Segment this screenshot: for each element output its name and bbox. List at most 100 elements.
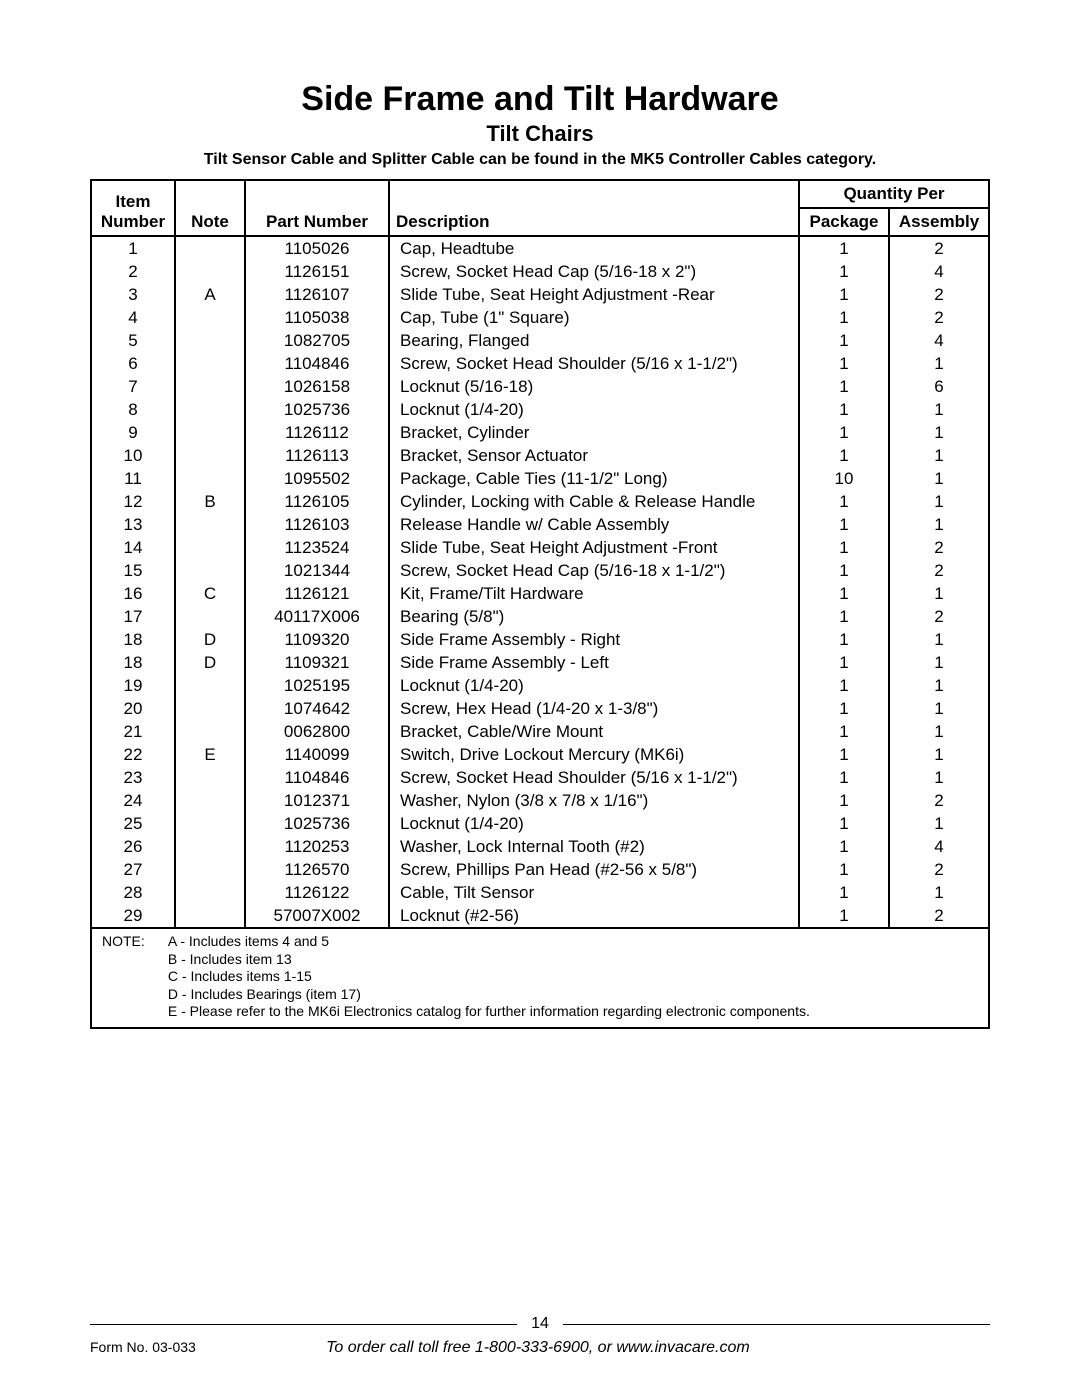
cell-col-note [175, 812, 245, 835]
cell-col-asm: 2 [889, 904, 989, 928]
cell-col-item: 26 [91, 835, 175, 858]
cell-col-asm: 2 [889, 789, 989, 812]
note-line: B - Includes item 13 [168, 951, 810, 969]
col-item-top: Item [98, 192, 168, 212]
table-row: 26 1120253Washer, Lock Internal Tooth (#2… [91, 835, 989, 858]
cell-col-note [175, 674, 245, 697]
cell-col-part: 1126121 [245, 582, 389, 605]
page-subtitle: Tilt Chairs [90, 121, 990, 147]
cell-col-part: 1026158 [245, 375, 389, 398]
cell-col-asm: 1 [889, 490, 989, 513]
cell-col-desc: Screw, Phillips Pan Head (#2-56 x 5/8") [389, 858, 799, 881]
cell-col-item: 18 [91, 628, 175, 651]
cell-col-note: C [175, 582, 245, 605]
cell-col-desc: Side Frame Assembly - Right [389, 628, 799, 651]
table-row: 271126570Screw, Phillips Pan Head (#2-56… [91, 858, 989, 881]
cell-col-desc: Bracket, Cylinder [389, 421, 799, 444]
cell-col-pkg: 1 [799, 605, 889, 628]
cell-col-part: 1140099 [245, 743, 389, 766]
cell-col-part: 1025736 [245, 398, 389, 421]
cell-col-note [175, 236, 245, 260]
cell-col-pkg: 1 [799, 444, 889, 467]
cell-col-asm: 1 [889, 398, 989, 421]
cell-col-item: 17 [91, 605, 175, 628]
cell-col-item: 4 [91, 306, 175, 329]
cell-col-item: 22 [91, 743, 175, 766]
cell-col-asm: 1 [889, 720, 989, 743]
cell-col-item: 7 [91, 375, 175, 398]
cell-col-desc: Switch, Drive Lockout Mercury (MK6i) [389, 743, 799, 766]
cell-col-note [175, 352, 245, 375]
cell-col-item: 16 [91, 582, 175, 605]
table-row: 251025736Locknut (1/4-20)11 [91, 812, 989, 835]
cell-col-part: 1126151 [245, 260, 389, 283]
cell-col-asm: 2 [889, 283, 989, 306]
cell-col-note [175, 904, 245, 928]
cell-col-part: 40117X006 [245, 605, 389, 628]
cell-col-part: 0062800 [245, 720, 389, 743]
cell-col-asm: 1 [889, 582, 989, 605]
cell-col-desc: Release Handle w/ Cable Assembly [389, 513, 799, 536]
table-row: 111095502Package, Cable Ties (11-1/2" Lo… [91, 467, 989, 490]
cell-col-desc: Package, Cable Ties (11-1/2" Long) [389, 467, 799, 490]
table-notes-row: NOTE: A - Includes items 4 and 5B - Incl… [91, 928, 989, 1028]
cell-col-desc: Locknut (5/16-18) [389, 375, 799, 398]
cell-col-asm: 1 [889, 881, 989, 904]
table-row: 81025736Locknut (1/4-20)11 [91, 398, 989, 421]
cell-col-part: 1126107 [245, 283, 389, 306]
cell-col-pkg: 1 [799, 375, 889, 398]
page-number: 14 [517, 1315, 563, 1333]
cell-col-note [175, 789, 245, 812]
cell-col-pkg: 1 [799, 628, 889, 651]
cell-col-note [175, 720, 245, 743]
cell-col-desc: Slide Tube, Seat Height Adjustment -Fron… [389, 536, 799, 559]
cell-col-part: 1120253 [245, 835, 389, 858]
cell-col-desc: Cap, Headtube [389, 236, 799, 260]
cell-col-note [175, 398, 245, 421]
table-row: 22E1140099Switch, Drive Lockout Mercury … [91, 743, 989, 766]
cell-col-part: 1109321 [245, 651, 389, 674]
cell-col-part: 1105026 [245, 236, 389, 260]
cell-col-asm: 1 [889, 674, 989, 697]
col-note: Note [175, 180, 245, 236]
cell-col-pkg: 1 [799, 720, 889, 743]
cell-col-part: 1082705 [245, 329, 389, 352]
cell-col-asm: 2 [889, 236, 989, 260]
cell-col-pkg: 1 [799, 260, 889, 283]
cell-col-asm: 2 [889, 858, 989, 881]
cell-col-asm: 1 [889, 467, 989, 490]
cell-col-item: 20 [91, 697, 175, 720]
order-line: To order call toll free 1-800-333-6900, … [196, 1339, 880, 1357]
cell-col-pkg: 1 [799, 743, 889, 766]
cell-col-item: 28 [91, 881, 175, 904]
cell-col-note [175, 260, 245, 283]
page-container: Side Frame and Tilt Hardware Tilt Chairs… [0, 0, 1080, 1069]
cell-col-item: 18 [91, 651, 175, 674]
cell-col-asm: 2 [889, 605, 989, 628]
cell-col-item: 9 [91, 421, 175, 444]
cell-col-part: 1074642 [245, 697, 389, 720]
cell-col-part: 1021344 [245, 559, 389, 582]
cell-col-asm: 4 [889, 835, 989, 858]
cell-col-part: 1126103 [245, 513, 389, 536]
cell-col-desc: Washer, Lock Internal Tooth (#2) [389, 835, 799, 858]
cell-col-pkg: 1 [799, 881, 889, 904]
cell-col-pkg: 1 [799, 329, 889, 352]
cell-col-note [175, 559, 245, 582]
cell-col-asm: 1 [889, 352, 989, 375]
table-header: Item Number Note Part Number Description… [91, 180, 989, 236]
cell-col-note [175, 536, 245, 559]
cell-col-note [175, 329, 245, 352]
cell-col-part: 57007X002 [245, 904, 389, 928]
table-row: 12B1126105Cylinder, Locking with Cable &… [91, 490, 989, 513]
cell-col-pkg: 1 [799, 582, 889, 605]
cell-col-asm: 1 [889, 697, 989, 720]
table-row: 21126151Screw, Socket Head Cap (5/16-18 … [91, 260, 989, 283]
table-row: 61104846Screw, Socket Head Shoulder (5/1… [91, 352, 989, 375]
cell-col-pkg: 1 [799, 513, 889, 536]
note-line: E - Please refer to the MK6i Electronics… [168, 1003, 810, 1021]
cell-col-pkg: 1 [799, 398, 889, 421]
cell-col-part: 1126105 [245, 490, 389, 513]
table-row: 191025195Locknut (1/4-20)11 [91, 674, 989, 697]
cell-col-asm: 4 [889, 260, 989, 283]
